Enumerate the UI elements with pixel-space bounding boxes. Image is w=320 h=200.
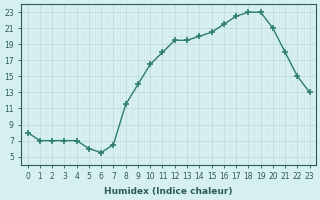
X-axis label: Humidex (Indice chaleur): Humidex (Indice chaleur) <box>104 187 233 196</box>
